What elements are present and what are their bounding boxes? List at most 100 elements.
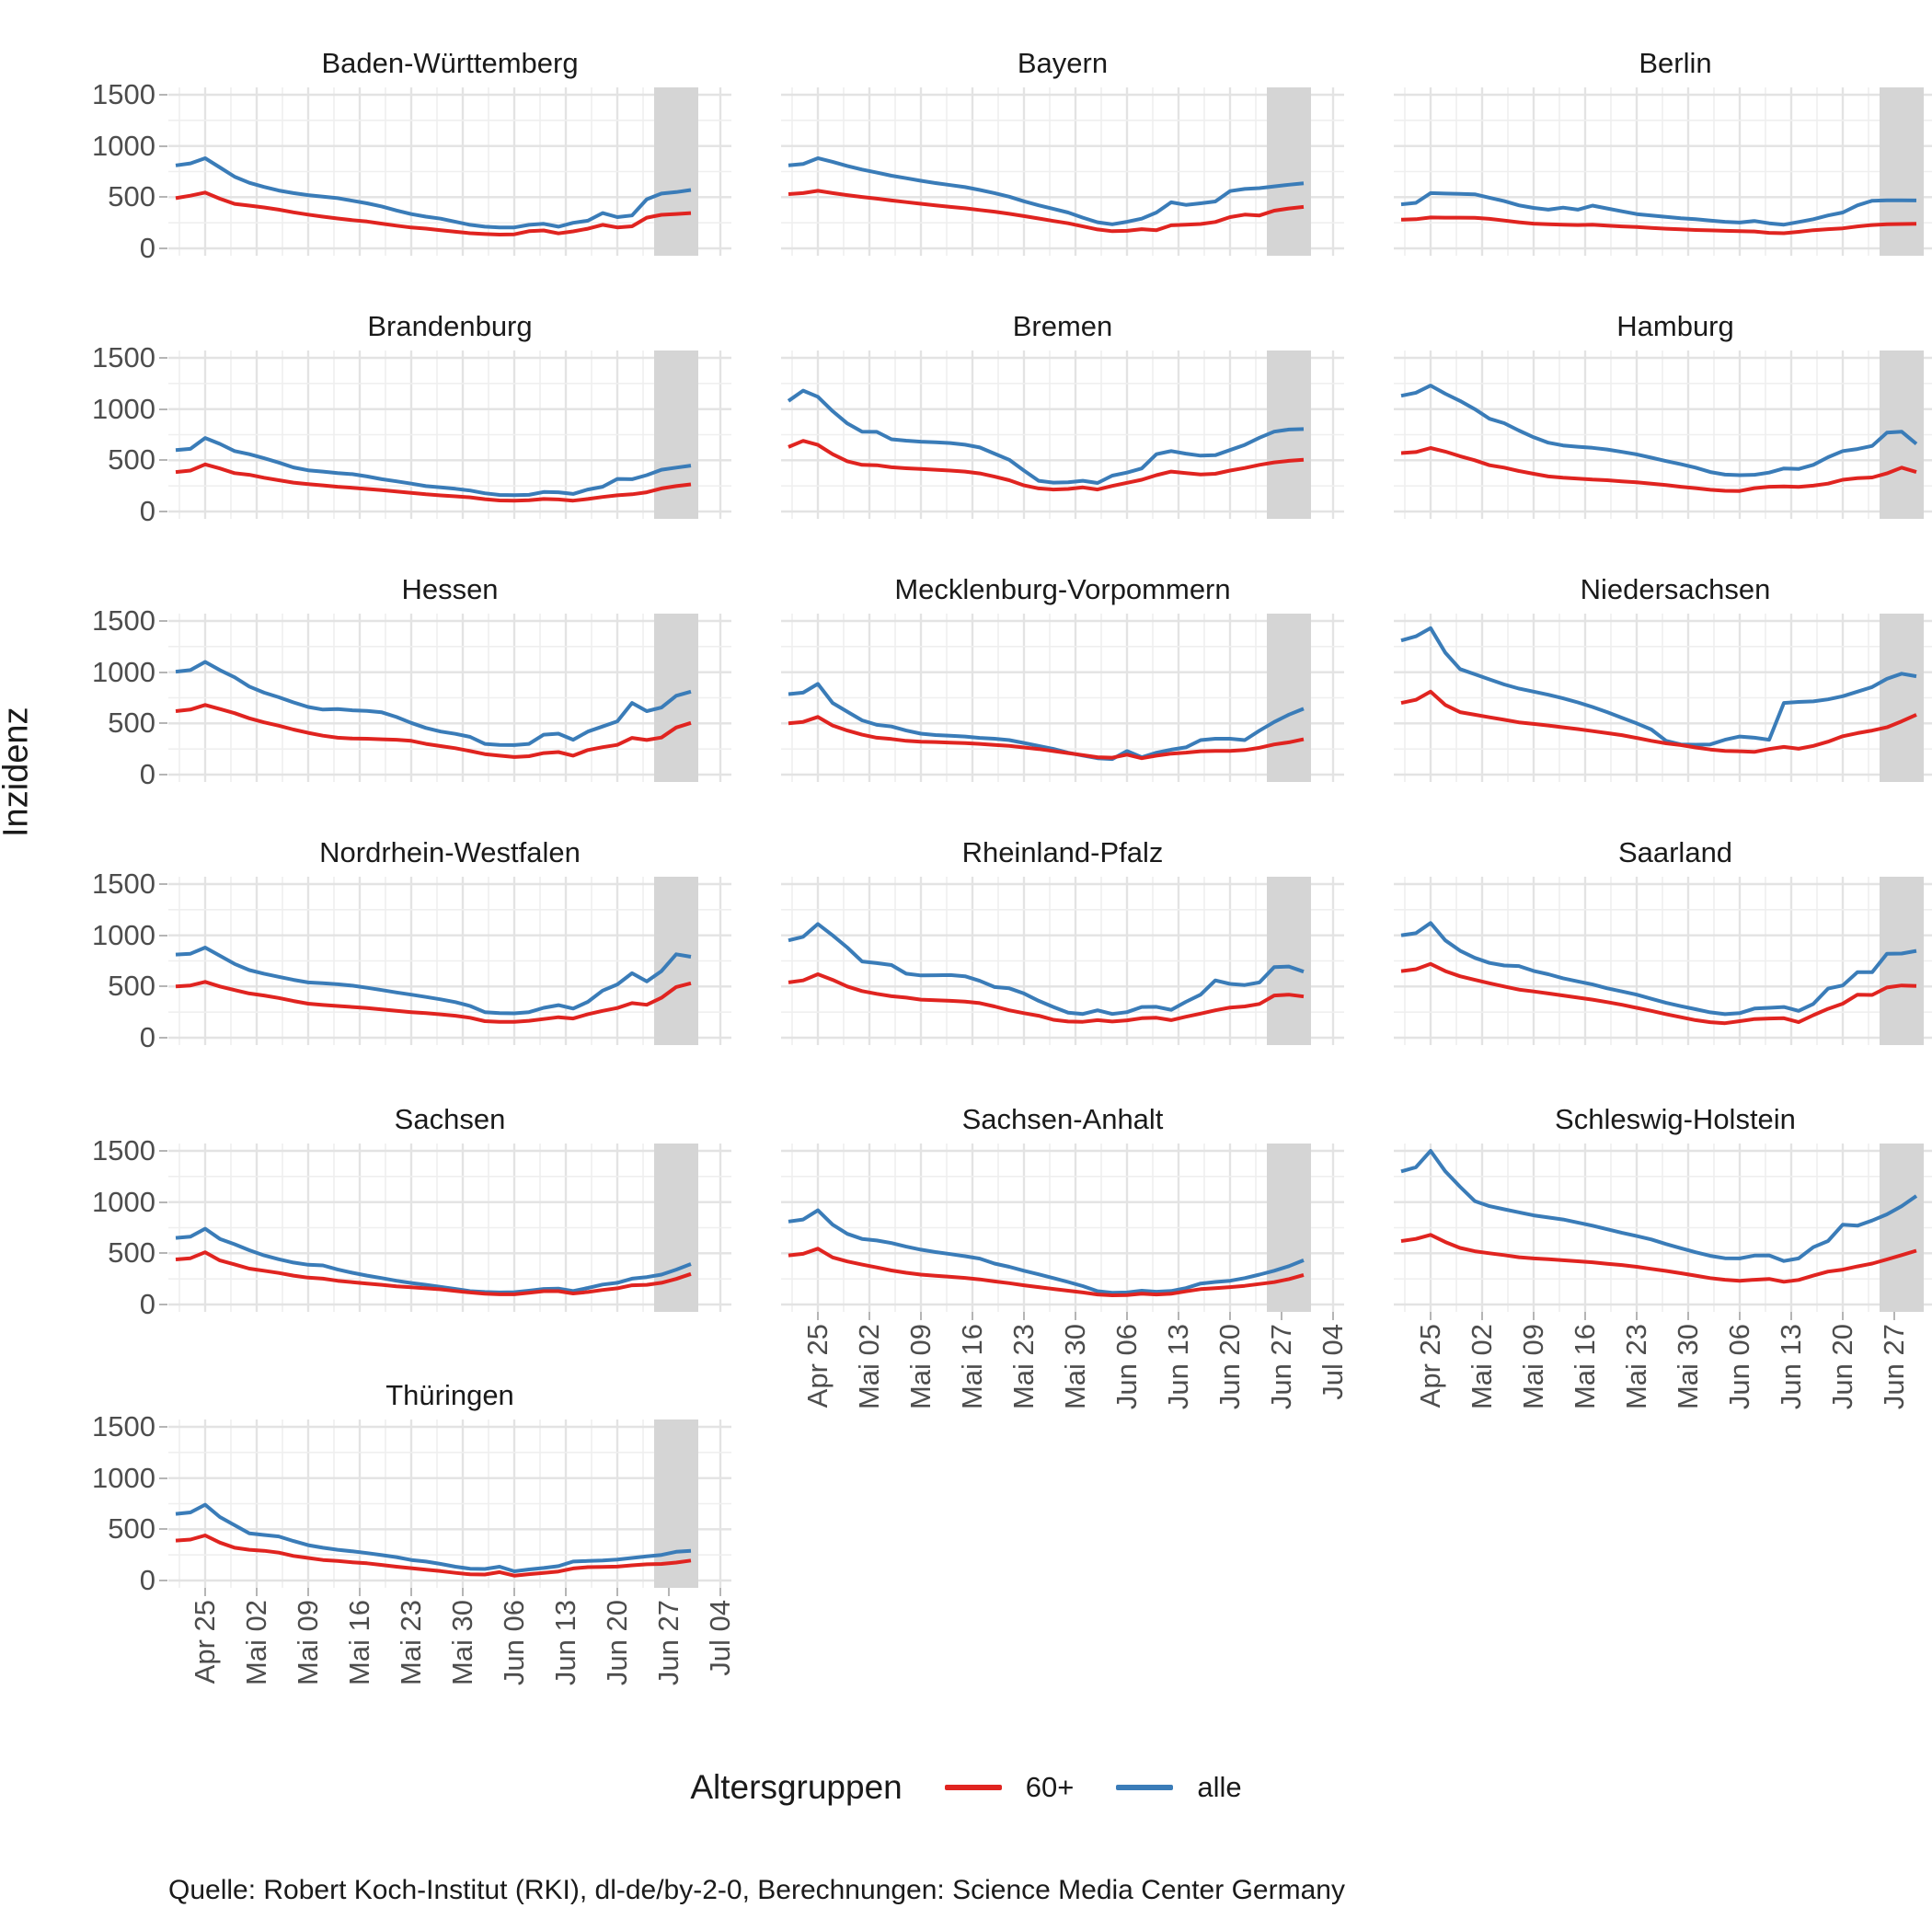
facet-plot (781, 877, 1344, 1045)
y-tick-mark (159, 671, 167, 673)
facet-title-16: Thüringen (385, 1379, 514, 1411)
x-tick-label: Mai 02 (853, 1324, 885, 1410)
y-tick-mark (159, 408, 167, 410)
facet-plot (1394, 87, 1932, 256)
x-tick-mark (1533, 1312, 1535, 1320)
line-60plus (175, 703, 692, 759)
x-tick-label: Jun 20 (1213, 1324, 1246, 1410)
x-tick-mark (1075, 1312, 1076, 1320)
y-tick-mark (159, 196, 167, 199)
facet-plot (168, 877, 731, 1045)
line-60plus (175, 980, 692, 1024)
y-tick-label: 0 (139, 1288, 155, 1320)
facet-panel-8 (781, 614, 1344, 787)
facet-plot (168, 1144, 731, 1312)
y-tick-label: 1000 (92, 655, 155, 688)
x-tick-mark (1430, 1312, 1432, 1320)
line-60plus (175, 190, 692, 236)
x-tick-label: Jun 06 (1723, 1324, 1755, 1410)
x-tick-mark (1584, 1312, 1586, 1320)
line-alle (175, 1502, 692, 1573)
x-tick-label: Jun 13 (1162, 1324, 1194, 1410)
line-60plus (1400, 1233, 1917, 1284)
facet-plot (168, 87, 731, 256)
x-tick-label: Jun 27 (1265, 1324, 1297, 1410)
x-tick-mark (920, 1312, 922, 1320)
y-tick-label: 1500 (92, 78, 155, 110)
line-60plus (788, 1247, 1305, 1297)
uncertainty-band (654, 1144, 698, 1312)
y-tick-label: 500 (108, 1512, 155, 1546)
x-tick-label: Mai 30 (1059, 1324, 1091, 1410)
line-alle (1400, 1149, 1918, 1263)
line-alle (175, 946, 692, 1016)
x-tick-label: Mai 09 (292, 1600, 324, 1686)
x-tick-mark (565, 1588, 567, 1596)
y-tick-label: 0 (139, 232, 155, 264)
x-tick-mark (1481, 1312, 1483, 1320)
line-60plus (1400, 689, 1917, 754)
facet-plot (1394, 1144, 1932, 1312)
facet-plot (168, 1420, 731, 1588)
y-tick-label: 500 (108, 1236, 155, 1270)
line-60plus (1400, 215, 1917, 236)
legend-item-60plus: 60+ (944, 1771, 1075, 1804)
y-tick-label: 0 (139, 495, 155, 527)
y-tick-mark (159, 985, 167, 988)
y-tick-mark (159, 774, 167, 776)
line-alle (1400, 921, 1917, 1017)
line-alle (175, 436, 692, 498)
y-tick-mark (159, 620, 167, 622)
y-tick-label: 500 (108, 180, 155, 213)
x-tick-mark (359, 1588, 361, 1596)
x-tick-label: Mai 02 (1466, 1324, 1498, 1410)
legend-line-swatch-alle (1116, 1785, 1174, 1790)
line-alle (788, 156, 1305, 226)
y-axis-title: Inzidenz (0, 707, 36, 837)
y-tick-label: 500 (108, 970, 155, 1003)
x-tick-mark (868, 1312, 870, 1320)
x-tick-mark (1739, 1312, 1741, 1320)
y-tick-label: 0 (139, 758, 155, 790)
y-tick-mark (159, 94, 167, 96)
x-tick-label: Jun 13 (1775, 1324, 1807, 1410)
line-alle (788, 1208, 1305, 1295)
x-tick-mark (1023, 1312, 1025, 1320)
x-tick-label: Apr 25 (801, 1324, 834, 1408)
legend-label-60plus: 60+ (1025, 1771, 1075, 1803)
x-tick-mark (410, 1588, 412, 1596)
source-caption: Quelle: Robert Koch-Institut (RKI), dl-d… (168, 1875, 1345, 1905)
y-tick-mark (159, 1150, 167, 1152)
line-alle (1400, 190, 1917, 227)
uncertainty-band (654, 1420, 698, 1588)
x-tick-mark (616, 1588, 618, 1596)
line-60plus (788, 189, 1305, 234)
uncertainty-band (1880, 614, 1924, 782)
line-60plus (175, 1250, 692, 1296)
x-tick-label: Jun 27 (652, 1600, 684, 1686)
facet-title-15: Schleswig-Holstein (1555, 1103, 1796, 1135)
facet-panel-16 (168, 1420, 731, 1592)
y-tick-label: 0 (139, 1564, 155, 1596)
y-tick-mark (159, 1426, 167, 1428)
x-tick-mark (719, 1588, 721, 1596)
legend-line-swatch-60plus (944, 1785, 1002, 1790)
y-tick-label: 1500 (92, 341, 155, 374)
y-tick-mark (159, 1037, 167, 1039)
facet-panel-2 (781, 87, 1344, 260)
y-tick-label: 1500 (92, 1410, 155, 1443)
line-60plus (175, 1534, 692, 1578)
facet-panel-14 (781, 1144, 1344, 1316)
line-alle (175, 660, 692, 747)
line-alle (788, 682, 1305, 762)
uncertainty-band (1880, 877, 1924, 1045)
y-tick-label: 1500 (92, 868, 155, 900)
legend-title: Altersgruppen (690, 1768, 903, 1806)
x-tick-label: Jun 20 (601, 1600, 633, 1686)
facet-panel-3 (1394, 87, 1932, 260)
y-tick-mark (159, 934, 167, 937)
x-tick-mark (307, 1588, 309, 1596)
x-tick-mark (462, 1588, 464, 1596)
facet-panel-11 (781, 877, 1344, 1050)
facet-title-2: Bayern (1017, 47, 1109, 79)
